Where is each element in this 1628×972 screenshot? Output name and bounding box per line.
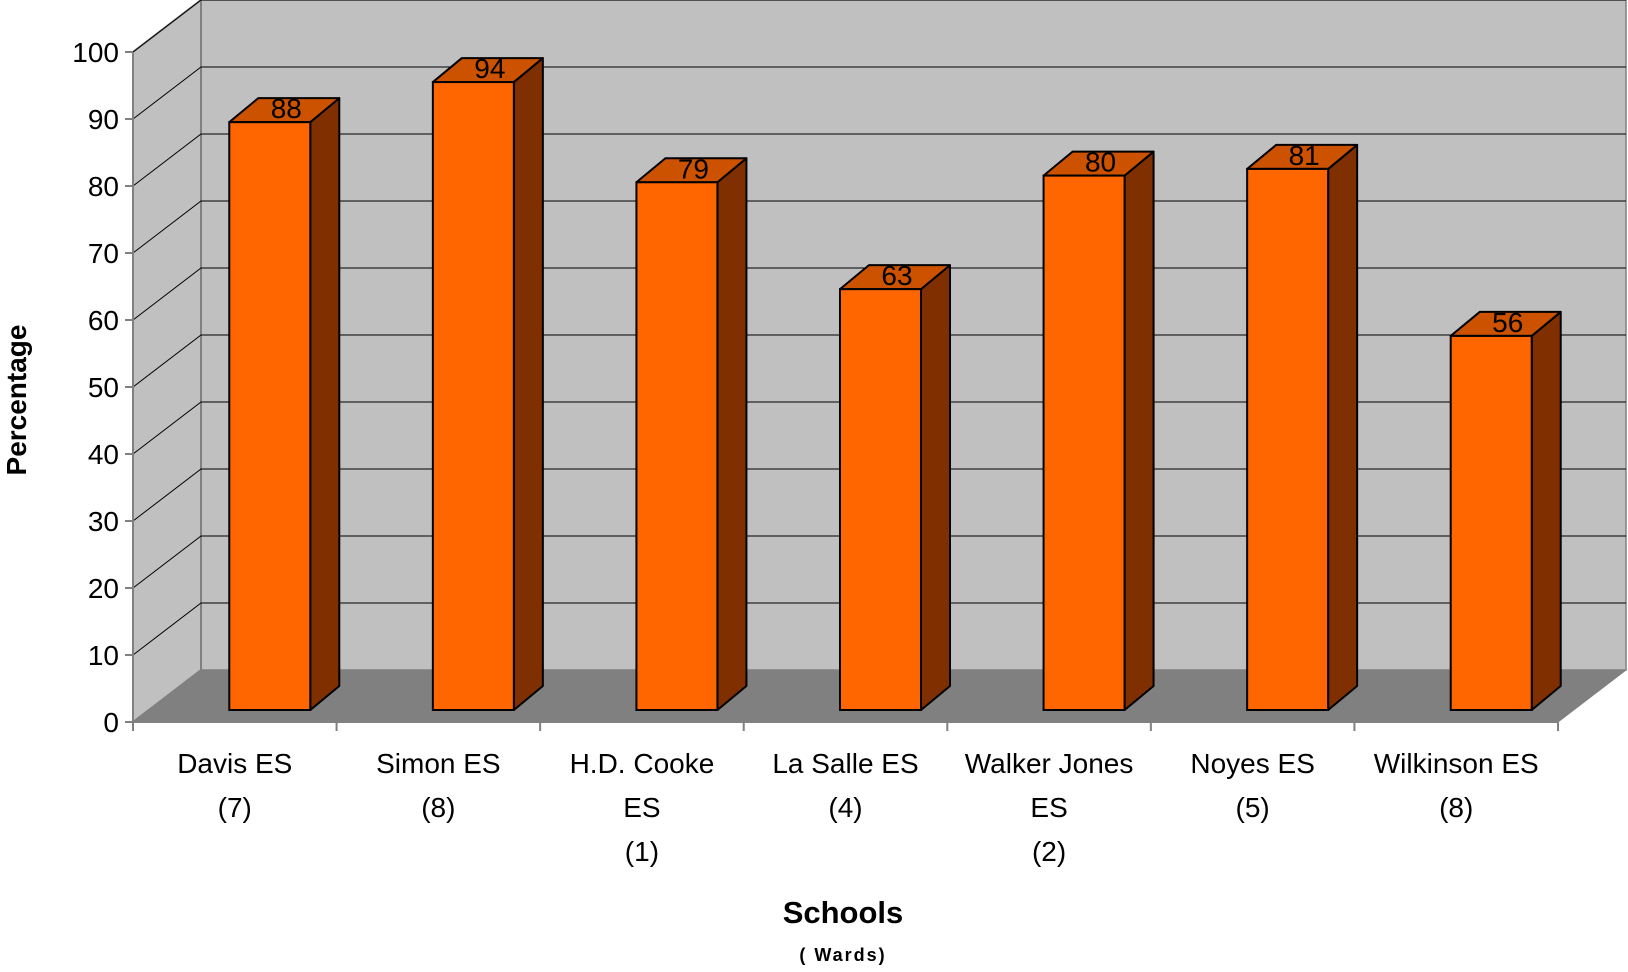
bars [228, 57, 1562, 712]
data-label: 63 [881, 260, 912, 291]
x-tick-label: La Salle ES [772, 748, 918, 779]
bar [1246, 167, 1330, 712]
x-tick-label: (8) [1439, 792, 1473, 823]
tick-labels: 0 10 20 30 40 50 60 70 80 90 100 Davis ES (7) Simon E… [72, 37, 1538, 867]
gridline [132, 66, 1626, 120]
x-axis-title: Schools [783, 895, 904, 930]
x-tick-label: Wilkinson ES [1374, 748, 1539, 779]
y-axis-title: Percentage [1, 325, 32, 476]
x-tick-label: Simon ES [376, 748, 501, 779]
x-tick-label: ES [623, 792, 660, 823]
bar-side [512, 57, 544, 711]
y-tick-label: 70 [88, 238, 119, 269]
y-tick-label: 40 [88, 439, 119, 470]
data-label: 81 [1289, 140, 1320, 171]
x-tick-label: (8) [421, 792, 455, 823]
x-tick-label: (5) [1236, 792, 1270, 823]
y-tick-label: 20 [88, 573, 119, 604]
x-tick-label: Davis ES [177, 748, 292, 779]
bar [1449, 334, 1533, 711]
bar-side [1530, 310, 1562, 711]
x-tick-label: (7) [218, 792, 252, 823]
data-labels: 88 94 79 63 80 81 56 [271, 53, 1524, 338]
x-tick-label: (1) [625, 836, 659, 867]
data-label: 79 [678, 153, 709, 184]
y-tick-label: 100 [72, 37, 119, 68]
gridline [132, 133, 1626, 187]
data-label: 56 [1492, 307, 1523, 338]
gridline [132, 0, 1626, 53]
bar-side [1327, 143, 1359, 711]
axes [125, 51, 1559, 731]
data-label: 80 [1085, 147, 1116, 178]
y-tick-label: 80 [88, 171, 119, 202]
y-tick-label: 10 [88, 640, 119, 671]
y-tick-label: 50 [88, 372, 119, 403]
y-tick-label: 60 [88, 305, 119, 336]
bar-side [920, 264, 951, 711]
x-tick-label: (2) [1032, 836, 1066, 867]
x-tick-label: Noyes ES [1190, 748, 1315, 779]
x-tick-label: H.D. Cooke [570, 748, 715, 779]
bar [839, 288, 922, 711]
bar [1042, 174, 1126, 712]
bar [635, 181, 719, 711]
bar-side [1123, 150, 1155, 711]
y-tick-label: 0 [103, 707, 119, 738]
bar [228, 121, 312, 712]
x-tick-label: (4) [828, 792, 862, 823]
data-label: 88 [271, 93, 302, 124]
bar-side [309, 97, 341, 711]
bar [431, 81, 515, 711]
bar-side [716, 157, 748, 711]
x-tick-label: Walker Jones [965, 748, 1134, 779]
x-tick-label: ES [1030, 792, 1067, 823]
y-tick-label: 30 [88, 506, 119, 537]
y-tick-label: 90 [88, 104, 119, 135]
x-axis-subtitle: ( Wards) [799, 945, 886, 965]
data-label: 94 [474, 53, 505, 84]
